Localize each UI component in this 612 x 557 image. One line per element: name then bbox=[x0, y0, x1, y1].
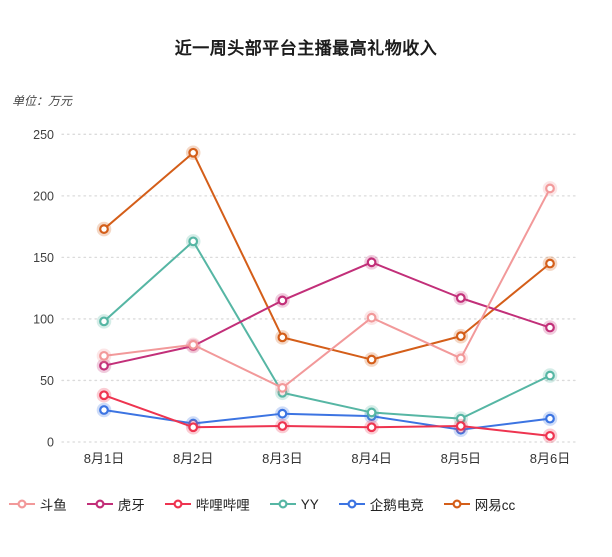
y-axis-tick-label: 0 bbox=[47, 436, 54, 450]
legend-marker-icon bbox=[8, 499, 35, 509]
data-point[interactable] bbox=[545, 430, 555, 441]
data-point[interactable] bbox=[277, 295, 288, 306]
data-point[interactable] bbox=[545, 370, 555, 381]
data-point[interactable] bbox=[545, 322, 555, 333]
series-line-3 bbox=[103, 240, 551, 420]
legend-item-4[interactable]: 企鹅电竞 bbox=[338, 494, 424, 514]
data-point-halo bbox=[96, 387, 112, 403]
x-axis-tick-label: 8月3日 bbox=[262, 451, 302, 466]
legend-marker-icon bbox=[443, 499, 470, 509]
data-point-halo bbox=[275, 330, 290, 345]
data-point[interactable] bbox=[99, 350, 109, 361]
data-point-halo bbox=[364, 255, 379, 270]
data-point[interactable] bbox=[99, 224, 109, 234]
data-point-halo bbox=[542, 428, 558, 444]
legend-item-1[interactable]: 虎牙 bbox=[86, 494, 145, 514]
data-point-halo bbox=[185, 337, 201, 353]
data-point-halo bbox=[364, 352, 379, 367]
legend-marker-icon bbox=[269, 499, 296, 509]
data-point[interactable] bbox=[188, 339, 199, 350]
data-point[interactable] bbox=[188, 147, 199, 158]
data-point[interactable] bbox=[366, 422, 377, 433]
data-point[interactable] bbox=[366, 257, 377, 268]
data-point-halo bbox=[364, 310, 379, 325]
line-chart: 0 50 100 150 200 250 8月1日 8月2日 8月3日 8月4日 8月5日 8月6日 bbox=[33, 128, 579, 466]
data-point[interactable] bbox=[455, 421, 466, 431]
data-point[interactable] bbox=[99, 360, 109, 371]
data-point[interactable] bbox=[455, 353, 466, 364]
data-point-halo bbox=[542, 411, 558, 426]
legend-label: YY bbox=[300, 496, 319, 512]
legend-marker-icon bbox=[86, 499, 113, 509]
x-axis-tick-label: 8月6日 bbox=[530, 451, 570, 466]
legend-item-5[interactable]: 网易cc bbox=[443, 494, 516, 514]
data-point[interactable] bbox=[545, 183, 555, 194]
legend-label: 斗鱼 bbox=[39, 498, 67, 513]
data-point-halo bbox=[275, 293, 290, 308]
unit-label: 单位：万元 bbox=[12, 94, 73, 108]
data-point-halo bbox=[453, 328, 469, 344]
data-point[interactable] bbox=[455, 331, 466, 342]
data-point-halo bbox=[96, 314, 112, 329]
y-axis-tick-label: 250 bbox=[33, 128, 54, 142]
data-point[interactable] bbox=[366, 354, 377, 365]
chart-legend: 斗鱼 虎牙 哔哩哔哩 YY 企鹅电竞 网易cc bbox=[0, 492, 612, 516]
legend-marker-icon bbox=[164, 499, 191, 509]
data-point-halo bbox=[96, 221, 112, 237]
data-point-halo bbox=[542, 368, 558, 383]
data-point[interactable] bbox=[455, 293, 466, 303]
data-point-halo bbox=[275, 406, 290, 421]
data-point[interactable] bbox=[366, 407, 377, 418]
data-point-halo bbox=[364, 419, 379, 435]
series-line-0 bbox=[103, 187, 551, 389]
data-point-halo bbox=[453, 351, 469, 366]
legend-item-0[interactable]: 斗鱼 bbox=[8, 494, 67, 514]
series-line-2 bbox=[103, 394, 551, 437]
data-point-halo bbox=[185, 145, 201, 161]
legend-label: 网易cc bbox=[474, 498, 516, 513]
data-point-halo bbox=[185, 419, 201, 435]
data-point-halo bbox=[185, 234, 201, 249]
series-line-1 bbox=[103, 261, 551, 367]
y-axis-tick-label: 50 bbox=[40, 374, 54, 388]
y-axis-tick-label: 150 bbox=[33, 251, 54, 265]
data-point[interactable] bbox=[188, 236, 199, 247]
data-point-halo bbox=[542, 320, 558, 335]
data-point[interactable] bbox=[99, 316, 109, 327]
data-point-halo bbox=[453, 290, 469, 306]
legend-item-3[interactable]: YY bbox=[269, 496, 319, 512]
data-point-halo bbox=[96, 402, 112, 418]
legend-marker-icon bbox=[338, 499, 365, 509]
x-axis-tick-label: 8月1日 bbox=[84, 451, 124, 466]
data-point-halo bbox=[542, 256, 558, 271]
data-point[interactable] bbox=[277, 421, 288, 431]
data-point[interactable] bbox=[188, 422, 199, 433]
data-point-halo bbox=[453, 418, 469, 434]
data-point-halo bbox=[542, 181, 558, 196]
series-line-5 bbox=[103, 151, 551, 361]
data-point[interactable] bbox=[277, 332, 288, 343]
data-point-halo bbox=[275, 380, 290, 396]
data-point[interactable] bbox=[277, 408, 288, 419]
data-point-halo bbox=[275, 418, 290, 434]
x-axis-tick-label: 8月5日 bbox=[441, 451, 481, 466]
legend-label: 哔哩哔哩 bbox=[195, 498, 250, 513]
legend-label: 企鹅电竞 bbox=[369, 498, 424, 513]
legend-item-2[interactable]: 哔哩哔哩 bbox=[164, 494, 250, 514]
data-point-halo bbox=[364, 405, 379, 420]
data-point[interactable] bbox=[277, 382, 288, 393]
data-point[interactable] bbox=[99, 390, 109, 401]
data-point[interactable] bbox=[545, 258, 555, 269]
data-point[interactable] bbox=[366, 312, 377, 323]
data-point-halo bbox=[96, 348, 112, 364]
y-axis-tick-label: 200 bbox=[33, 189, 54, 203]
x-axis-tick-label: 8月4日 bbox=[351, 451, 391, 466]
data-point[interactable] bbox=[99, 405, 109, 415]
chart-title: 近一周头部平台主播最高礼物收入 bbox=[174, 39, 438, 58]
x-axis-tick-label: 8月2日 bbox=[173, 451, 213, 466]
y-axis-tick-label: 100 bbox=[33, 312, 54, 326]
legend-label: 虎牙 bbox=[117, 498, 145, 513]
data-point[interactable] bbox=[545, 413, 555, 424]
